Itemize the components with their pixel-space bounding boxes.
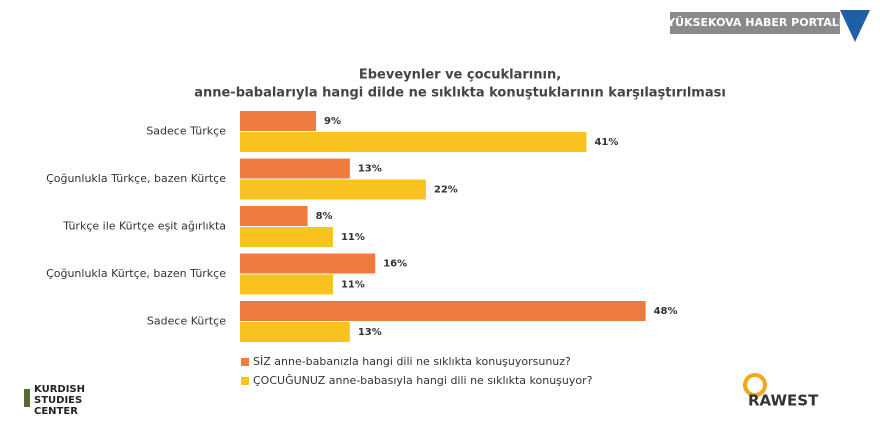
logo-mark	[24, 389, 30, 407]
category-label: Sadece Kürtçe	[147, 315, 226, 328]
chart-title: Ebeveynler ve çocuklarının,	[359, 68, 561, 83]
portal-logo	[840, 10, 870, 42]
logo-text: RAWEST	[748, 392, 819, 410]
value-label: 11%	[341, 280, 365, 291]
logo-text: STUDIES	[34, 395, 82, 406]
category-label: Çoğunlukla Kürtçe, bazen Türkçe	[46, 267, 226, 280]
left-logo: KURDISH STUDIES CENTER	[24, 384, 85, 417]
bar	[240, 111, 317, 131]
value-label: 13%	[358, 164, 382, 175]
value-label: 41%	[594, 137, 618, 148]
value-label: 11%	[341, 232, 365, 243]
bar	[240, 179, 426, 200]
bar	[240, 253, 376, 274]
bar	[240, 274, 333, 295]
logo-text: KURDISH	[34, 384, 85, 395]
portal-name: YÜKSEKOVA HABER PORTALI	[666, 15, 843, 29]
value-label: 13%	[358, 327, 382, 338]
bar	[240, 227, 333, 247]
value-label: 22%	[434, 185, 458, 196]
legend-label: SİZ anne-babanızla hangi dili ne sıklıkt…	[253, 355, 571, 368]
bar	[240, 206, 308, 226]
bar	[240, 322, 350, 342]
category-label: Sadece Türkçe	[146, 125, 226, 138]
portal-banner	[670, 12, 840, 34]
logo-mark	[743, 373, 767, 397]
legend-label: ÇOCUĞUNUZ anne-babasıyla hangi dili ne s…	[253, 374, 593, 387]
category-label: Türkçe ile Kürtçe eşit ağırlıkta	[62, 220, 226, 233]
value-label: 16%	[383, 259, 407, 270]
value-label: 9%	[324, 116, 341, 127]
bar	[240, 132, 587, 152]
value-label: 8%	[316, 211, 333, 222]
legend-marker	[241, 377, 249, 385]
value-label: 48%	[654, 306, 678, 317]
legend-marker	[241, 358, 249, 366]
bar	[240, 158, 350, 179]
logo-text: CENTER	[34, 406, 78, 417]
chart-title: anne-babalarıyla hangi dilde ne sıklıkta…	[194, 86, 726, 101]
category-label: Çoğunlukla Türkçe, bazen Kürtçe	[46, 172, 226, 185]
bar	[240, 301, 646, 321]
